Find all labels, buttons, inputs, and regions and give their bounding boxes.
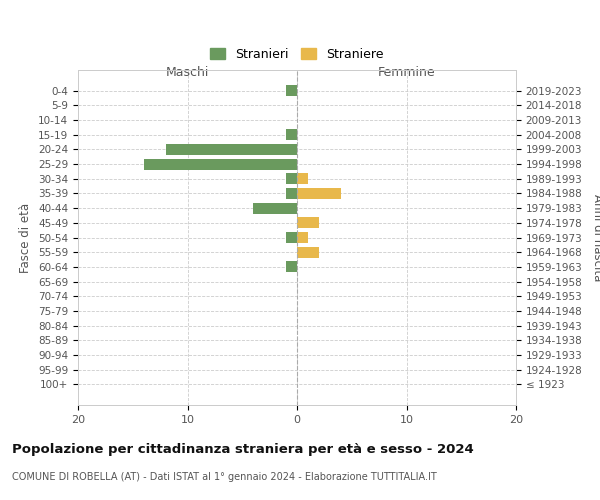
Bar xyxy=(286,130,297,140)
Legend: Stranieri, Straniere: Stranieri, Straniere xyxy=(205,42,389,66)
Bar xyxy=(297,232,308,243)
Y-axis label: Anni di nascita: Anni di nascita xyxy=(591,194,600,281)
Bar xyxy=(286,188,297,199)
Text: Maschi: Maschi xyxy=(166,66,209,79)
Bar xyxy=(297,218,319,228)
Bar xyxy=(253,202,297,213)
Text: Popolazione per cittadinanza straniera per età e sesso - 2024: Popolazione per cittadinanza straniera p… xyxy=(12,442,474,456)
Bar xyxy=(166,144,297,155)
Bar xyxy=(286,174,297,184)
Text: Femmine: Femmine xyxy=(377,66,436,79)
Bar xyxy=(286,85,297,96)
Bar xyxy=(297,188,341,199)
Bar xyxy=(297,174,308,184)
Text: COMUNE DI ROBELLA (AT) - Dati ISTAT al 1° gennaio 2024 - Elaborazione TUTTITALIA: COMUNE DI ROBELLA (AT) - Dati ISTAT al 1… xyxy=(12,472,437,482)
Bar xyxy=(286,232,297,243)
Bar xyxy=(144,158,297,170)
Bar xyxy=(286,262,297,272)
Y-axis label: Fasce di età: Fasce di età xyxy=(19,202,32,272)
Bar xyxy=(297,246,319,258)
